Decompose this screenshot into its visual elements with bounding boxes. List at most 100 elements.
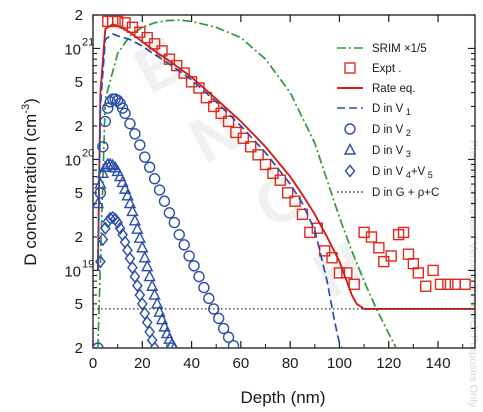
y-axis-title: D concentration (cm-3): [20, 98, 40, 266]
circle-point: [188, 260, 200, 272]
series-4: [93, 93, 240, 348]
legend-label: D in V 1: [372, 103, 411, 117]
triangle-point: [93, 196, 105, 209]
circle-point: [344, 123, 356, 135]
expt-point: [304, 226, 316, 239]
expt-point: [208, 100, 220, 113]
circle-point: [193, 270, 205, 283]
circle-point: [139, 151, 151, 163]
triangle-point: [143, 269, 156, 282]
x-tick-label: 60: [233, 355, 250, 372]
expt-point: [341, 267, 353, 279]
circle-point: [93, 342, 104, 348]
expt-point: [230, 126, 242, 139]
triangle-point: [126, 204, 139, 217]
legend-item: D in V 4+V 5: [344, 164, 433, 180]
legend-item: D in V 3: [343, 142, 411, 159]
triangle-point: [155, 312, 169, 325]
triangle-point: [158, 319, 171, 332]
legend-label: Rate eq.: [372, 83, 415, 95]
legend-item: D in V 1: [337, 103, 411, 117]
expt-point: [245, 141, 257, 153]
y-tick-label-exp: 21: [82, 36, 94, 48]
series-layer: [93, 15, 475, 361]
triangle-point: [175, 346, 178, 348]
x-axis: 0 20 40 60 80 100 120 140: [89, 15, 464, 372]
y-tick-label: 5: [75, 185, 83, 202]
triangle-point: [153, 305, 166, 317]
series-line: [96, 23, 475, 310]
x-tick-label: 140: [426, 355, 451, 372]
expt-point: [215, 107, 227, 120]
y-axis-title-close: ): [21, 98, 40, 104]
triangle-point: [138, 250, 151, 263]
diamond-point: [149, 341, 161, 348]
triangle-point: [123, 196, 137, 209]
expt-point: [141, 31, 153, 44]
diamond-point: [112, 215, 124, 230]
expt-point: [274, 174, 287, 186]
expt-point: [449, 278, 461, 290]
circle-point: [168, 216, 181, 229]
expt-point: [427, 264, 439, 277]
legend-label: Expt .: [372, 63, 401, 75]
circle-point: [143, 161, 156, 173]
expt-point: [434, 278, 447, 290]
triangle-point: [128, 213, 142, 226]
y-tick-label: 5: [75, 296, 83, 313]
y-tick-label: 2: [75, 229, 83, 246]
circle-point: [102, 102, 114, 114]
triangle-point: [136, 240, 149, 253]
y-tick-label: 5: [75, 74, 83, 91]
circle-point: [212, 312, 225, 325]
legend-item: D in G + ρ+C: [337, 187, 439, 199]
legend-item: SRIM ×1/5: [337, 43, 427, 55]
triangle-point: [145, 279, 159, 291]
diamond-point: [344, 164, 356, 178]
expt-point: [318, 245, 331, 257]
series-2: [96, 23, 475, 310]
expt-point: [385, 250, 397, 262]
expt-point: [252, 149, 264, 161]
legend-label: SRIM ×1/5: [372, 43, 427, 55]
series-line: [97, 19, 397, 348]
legend-label: D in V 3: [372, 145, 411, 159]
triangle-point: [148, 288, 161, 300]
expt-point: [459, 278, 471, 290]
y-tick-label: 10: [64, 41, 81, 58]
expt-point: [267, 167, 279, 179]
legend-label: D in V 2: [372, 124, 411, 138]
circle-point: [163, 207, 176, 219]
x-tick-label: 20: [134, 355, 151, 372]
triangle-point: [131, 222, 144, 234]
plot-area: [92, 14, 476, 349]
circle-point: [119, 107, 131, 120]
triangle-point: [343, 142, 357, 155]
triangle-point: [96, 166, 110, 178]
triangle-point: [94, 177, 107, 189]
diamond-point: [153, 350, 162, 361]
expt-point: [178, 67, 190, 79]
circle-point: [227, 339, 240, 348]
expt-point: [365, 231, 378, 243]
y-tick-label-exp: 20: [82, 147, 94, 159]
watermark-letter: E: [123, 24, 194, 108]
x-tick-label: 120: [376, 355, 401, 372]
y-tick-label: 2: [75, 340, 83, 357]
legend-item: D in V 2: [344, 123, 411, 138]
diamond-point: [141, 315, 153, 330]
x-tick-label: 80: [282, 355, 299, 372]
circle-point: [208, 303, 220, 315]
x-tick-label: 40: [183, 355, 200, 372]
y-axis-title-text: D concentration (cm: [21, 114, 40, 266]
expt-point: [259, 158, 272, 171]
watermark-note: Preview, Unlicensed Version. Research Pu…: [467, 140, 479, 409]
legend-item: Rate eq.: [337, 83, 415, 95]
series-0: [97, 19, 397, 348]
circle-point: [217, 322, 230, 335]
triangle-point: [118, 182, 132, 194]
circle-point: [99, 115, 112, 128]
series-5: [93, 157, 179, 348]
